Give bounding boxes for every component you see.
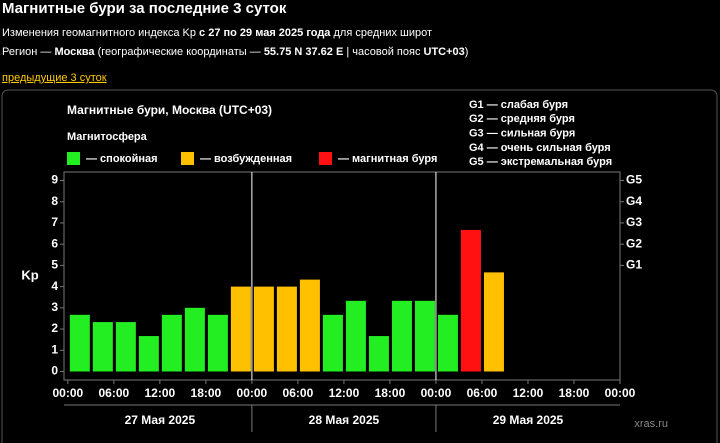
bar	[69, 314, 90, 372]
y-tick-label: 3	[51, 300, 58, 314]
bar	[230, 286, 251, 372]
region-part: UTC+03	[424, 46, 465, 58]
storm-scale-item: G4 — очень сильная буря	[469, 142, 611, 154]
watermark: xras.ru	[634, 418, 668, 430]
legend-label: — спокойная	[86, 153, 158, 165]
bar	[437, 314, 458, 372]
x-tick-label: 12:00	[329, 386, 360, 400]
bar	[92, 322, 113, 372]
bar	[483, 272, 504, 372]
y2-tick-label: G2	[626, 236, 642, 250]
legend-title: Магнитосфера	[67, 131, 148, 143]
page-title: Магнитные бури за последние 3 суток	[2, 0, 287, 17]
region-part: Регион —	[2, 46, 54, 58]
bar	[460, 229, 481, 372]
storm-scale-item: G5 — экстремальная буря	[469, 156, 612, 168]
y2-tick-label: G3	[626, 215, 642, 229]
bar	[368, 336, 389, 372]
y-tick-label: 9	[51, 173, 58, 187]
bar	[161, 314, 182, 372]
x-tick-label: 06:00	[283, 386, 314, 400]
chart-title: Магнитные бури, Москва (UTC+03)	[67, 103, 272, 117]
x-tick-label: 00:00	[421, 386, 452, 400]
subtitle-part: для средних широт	[330, 27, 432, 39]
subtitle-part: с 27 по 29 мая 2025 года	[199, 27, 331, 39]
y2-tick-label: G5	[626, 173, 642, 187]
day-label: 27 Мая 2025	[125, 413, 196, 427]
plot-area	[63, 171, 621, 381]
y2-tick-label: G4	[626, 194, 642, 208]
x-tick-label: 12:00	[513, 386, 544, 400]
bar	[414, 300, 435, 372]
region: Регион — Москва (географические координа…	[2, 46, 468, 58]
y-tick-label: 8	[51, 194, 58, 208]
x-tick-label: 18:00	[559, 386, 590, 400]
bar	[138, 336, 159, 372]
x-tick-label: 00:00	[605, 386, 636, 400]
y-axis-label: Kp	[21, 267, 38, 282]
legend-label: — возбужденная	[200, 153, 292, 165]
day-label: 29 Мая 2025	[493, 413, 564, 427]
bar	[207, 314, 228, 372]
y-tick-label: 4	[51, 279, 58, 293]
storm-scale-item: G2 — средняя буря	[469, 113, 575, 125]
bar	[184, 307, 205, 372]
legend-label: — магнитная буря	[338, 153, 437, 165]
y-tick-label: 1	[51, 342, 58, 356]
legend-swatch	[319, 152, 332, 165]
x-tick-label: 18:00	[191, 386, 222, 400]
y-tick-label: 5	[51, 258, 58, 272]
bar	[345, 300, 366, 372]
y2-tick-label: G1	[626, 258, 642, 272]
x-tick-label: 00:00	[52, 386, 83, 400]
bar	[391, 300, 412, 372]
region-part: | часовой пояс	[343, 46, 423, 58]
x-tick-label: 00:00	[237, 386, 268, 400]
region-part: Москва	[54, 46, 95, 58]
y-tick-label: 2	[51, 321, 58, 335]
chart-frame	[1, 89, 718, 443]
region-part: (географические координаты —	[95, 46, 264, 58]
region-part: )	[465, 46, 469, 58]
y-tick-label: 0	[51, 364, 58, 378]
x-tick-label: 12:00	[145, 386, 176, 400]
day-label: 28 Мая 2025	[309, 413, 380, 427]
bar	[299, 279, 320, 372]
region-part: 55.75 N 37.62 E	[264, 46, 344, 58]
y-tick-label: 6	[51, 236, 58, 250]
bar	[276, 286, 297, 372]
prev-link[interactable]: предыдущие 3 суток	[2, 72, 107, 84]
bar	[322, 314, 343, 372]
x-tick-label: 06:00	[98, 386, 129, 400]
x-tick-label: 06:00	[467, 386, 498, 400]
bar	[115, 322, 136, 372]
storm-scale-item: G3 — сильная буря	[469, 128, 575, 140]
y-tick-label: 7	[51, 215, 58, 229]
legend-swatch	[67, 152, 80, 165]
bar	[253, 286, 274, 372]
subtitle: Изменения геомагнитного индекса Kp с 27 …	[2, 27, 432, 39]
x-tick-label: 18:00	[375, 386, 406, 400]
subtitle-part: Изменения геомагнитного индекса Kp	[2, 27, 199, 39]
storm-scale-item: G1 — слабая буря	[469, 99, 568, 111]
legend-swatch	[181, 152, 194, 165]
